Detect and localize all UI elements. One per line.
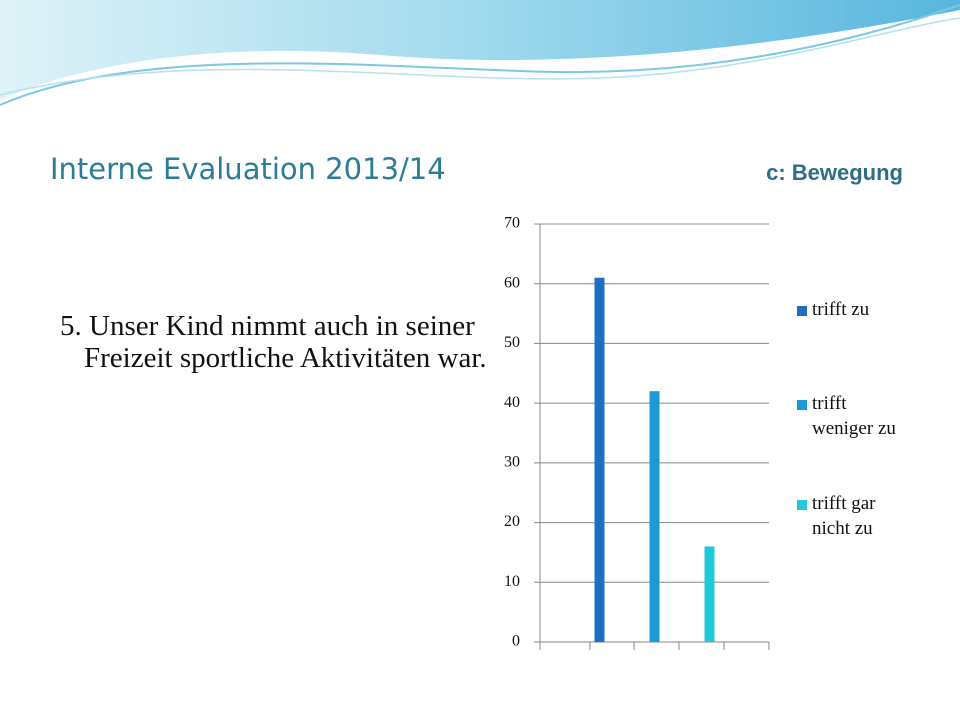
y-tick-label: 50	[504, 334, 520, 351]
legend-swatch	[797, 400, 807, 410]
legend-swatch	[797, 306, 807, 316]
y-tick-label: 20	[504, 513, 520, 530]
bar	[649, 391, 660, 642]
y-tick-label: 70	[504, 215, 520, 232]
y-tick-label: 40	[504, 394, 520, 411]
slide-subtitle: c: Bewegung	[766, 160, 903, 185]
legend-label: trifft weniger zu	[812, 393, 896, 439]
y-tick-label: 60	[504, 274, 520, 291]
wave-line	[0, 17, 960, 96]
y-tick-label: 30	[504, 454, 520, 471]
bar	[704, 546, 715, 642]
y-tick-label: 10	[504, 573, 520, 590]
wave-line	[0, 4, 960, 106]
wave	[0, 0, 960, 100]
legend-label: trifft gar nicht zu	[812, 493, 876, 539]
legend-label: trifft zu	[812, 299, 870, 320]
y-tick-label: 0	[512, 633, 520, 650]
slide-title: Interne Evaluation 2013/14	[50, 152, 446, 186]
bar	[594, 277, 605, 642]
legend-swatch	[797, 500, 807, 510]
body-text: 5. Unser Kind nimmt auch in seiner Freiz…	[60, 310, 487, 375]
